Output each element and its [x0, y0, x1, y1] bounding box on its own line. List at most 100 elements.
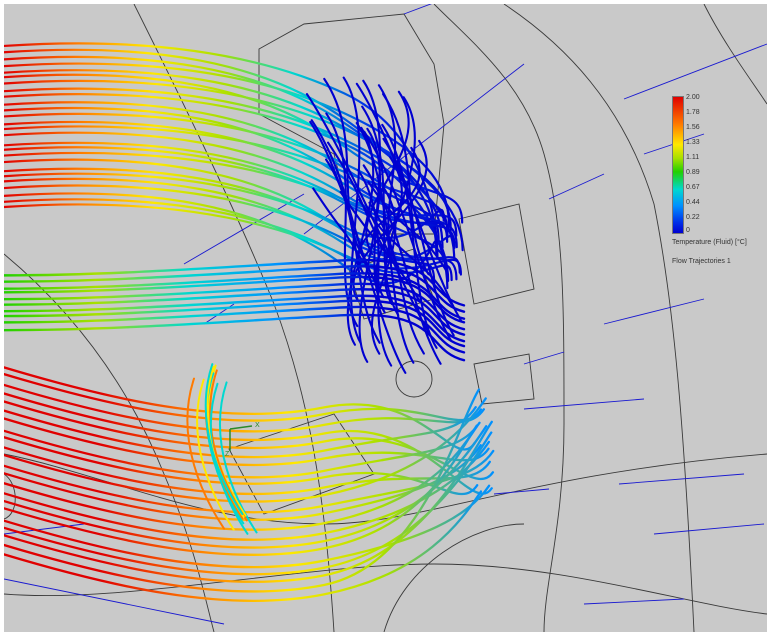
- flow-trajectory: [4, 397, 487, 503]
- road-line: [503, 4, 695, 632]
- flow-trajectory: [365, 90, 410, 256]
- flow-trajectory: [361, 105, 400, 317]
- flow-trajectory: [342, 76, 362, 345]
- cfd-viewport[interactable]: X Z 2.00 1.78 1.56 1.33 1.11 0.89 0.67 0…: [4, 4, 767, 632]
- legend-color-bar: [672, 96, 684, 234]
- flow-trajectory: [357, 198, 453, 305]
- flow-trajectory: [4, 120, 458, 249]
- flow-trajectory: [4, 167, 458, 281]
- flow-trajectory: [4, 125, 449, 236]
- grid-line: [493, 488, 550, 495]
- flow-trajectory: [4, 294, 466, 343]
- building-outline: [4, 473, 16, 520]
- flow-trajectory: [209, 382, 249, 535]
- flow-trajectory: [4, 141, 449, 243]
- tank-outline: [395, 360, 433, 398]
- grid-line: [403, 4, 432, 15]
- flow-trajectory: [218, 381, 258, 534]
- flow-trajectory: [4, 372, 483, 422]
- flow-trajectory: [4, 425, 478, 531]
- flow-trajectory: [310, 119, 381, 291]
- flow-trajectory: [4, 484, 491, 569]
- flow-trajectory: [4, 203, 462, 276]
- flow-trajectory: [4, 288, 466, 336]
- legend-tick: 0.44: [686, 199, 700, 206]
- grid-line: [618, 473, 745, 485]
- flow-trajectory: [326, 141, 390, 258]
- flow-trajectory: [325, 112, 359, 328]
- flow-trajectory: [4, 282, 466, 331]
- building-outline: [458, 203, 535, 305]
- flow-trajectory: [4, 490, 483, 603]
- flow-trajectory: [4, 299, 466, 348]
- grid-line: [623, 43, 767, 100]
- flow-trajectory: [4, 62, 451, 226]
- flow-trajectory: [4, 392, 493, 495]
- flow-trajectory: [204, 363, 244, 516]
- legend-tick: 1.11: [686, 154, 700, 161]
- legend-tick: 0.22: [686, 214, 700, 221]
- flow-trajectory: [4, 425, 488, 549]
- flow-trajectory: [4, 431, 493, 576]
- flow-trajectory: [4, 388, 481, 593]
- flow-trajectory: [186, 377, 226, 530]
- flow-trajectory: [4, 55, 444, 249]
- grid-line: [653, 523, 765, 535]
- legend-title: Temperature (Fluid) [°C]: [672, 239, 747, 246]
- axis-x-label: X: [255, 422, 260, 429]
- flow-scene: [4, 4, 767, 632]
- legend-subtitle: Flow Trajectories 1: [672, 258, 731, 265]
- building-outline: [473, 353, 535, 405]
- flow-trajectory: [4, 424, 478, 556]
- flow-trajectory: [196, 378, 235, 531]
- flow-trajectory: [4, 48, 438, 256]
- flow-trajectory: [4, 420, 493, 583]
- flow-trajectory: [4, 177, 456, 262]
- axis-z-label: Z: [225, 451, 230, 458]
- axis-triad: [229, 425, 253, 451]
- grid-line: [583, 598, 685, 605]
- flow-trajectory: [352, 139, 428, 302]
- flow-trajectory: [382, 92, 430, 276]
- flow-trajectory: [4, 313, 466, 362]
- flow-trajectory: [357, 146, 421, 275]
- grid-line: [548, 173, 605, 200]
- flow-trajectory: [4, 112, 450, 282]
- legend-tick: 0.89: [686, 169, 700, 176]
- legend-tick: 1.33: [686, 139, 700, 146]
- grid-line: [603, 298, 705, 325]
- flow-trajectory: [4, 305, 466, 354]
- flow-trajectory: [375, 156, 403, 299]
- road-line: [433, 4, 565, 632]
- flow-trajectory: [4, 87, 456, 259]
- flow-trajectory: [4, 421, 481, 479]
- flow-trajectory: [4, 275, 466, 324]
- flow-trajectories: [4, 42, 495, 603]
- flow-trajectory: [4, 184, 436, 288]
- flow-trajectory: [362, 164, 442, 365]
- road-line: [383, 523, 525, 632]
- road-line: [4, 563, 767, 615]
- flow-trajectory: [4, 272, 466, 320]
- flow-trajectory: [4, 172, 445, 240]
- legend-tick: 2.00: [686, 94, 700, 101]
- legend-tick: 0: [686, 227, 690, 234]
- grid-line: [4, 578, 225, 625]
- flow-trajectory: [357, 169, 393, 367]
- grid-line: [523, 398, 645, 410]
- legend-tick: 1.56: [686, 124, 700, 131]
- legend-tick: 0.67: [686, 184, 700, 191]
- axis-x-line: [229, 425, 253, 430]
- flow-trajectory: [309, 120, 407, 374]
- flow-trajectory: [4, 406, 477, 459]
- flow-trajectory: [4, 258, 466, 307]
- flow-trajectory: [4, 265, 466, 313]
- grid-line: [183, 193, 305, 265]
- flow-trajectory: [4, 383, 485, 433]
- flow-trajectory: [325, 158, 381, 344]
- flow-trajectory: [4, 151, 458, 237]
- grid-line: [523, 351, 565, 365]
- building-outline: [258, 13, 445, 235]
- flow-trajectory: [4, 131, 456, 249]
- road-line: [703, 4, 767, 105]
